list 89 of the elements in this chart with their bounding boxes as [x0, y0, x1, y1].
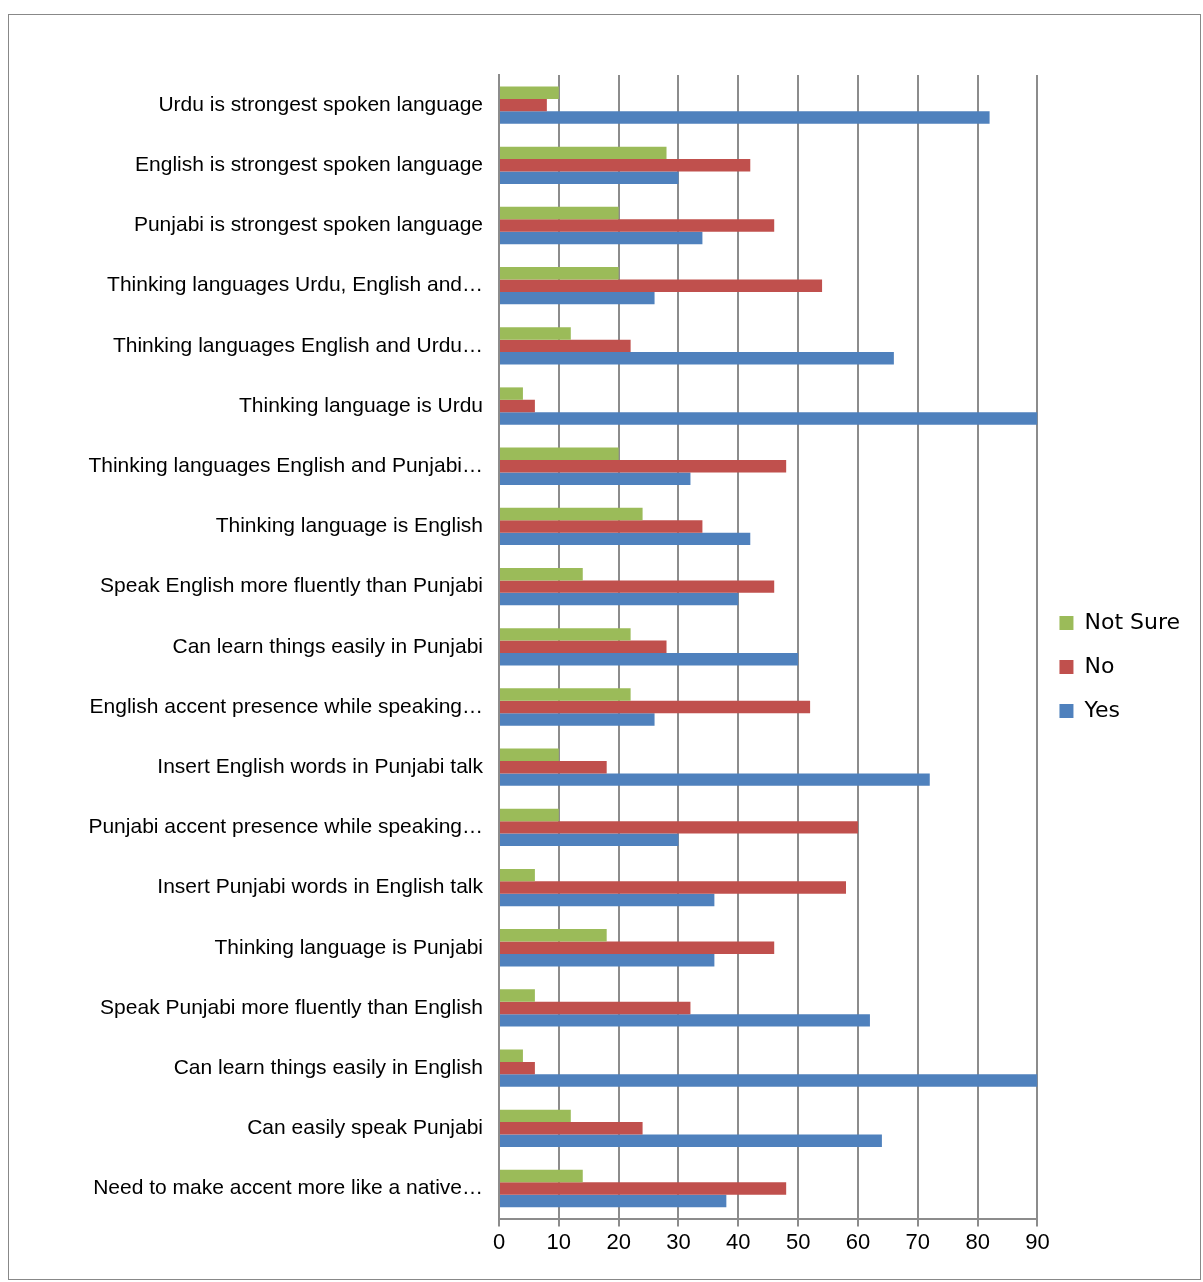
bar	[500, 1109, 571, 1123]
x-tick-label: 80	[965, 1228, 990, 1254]
bar	[500, 387, 523, 400]
bar	[500, 291, 655, 305]
y-tick-label: Thinking language is English	[215, 513, 483, 537]
x-tick-label: 40	[726, 1228, 751, 1254]
x-tick-label: 10	[546, 1228, 572, 1254]
bar	[500, 953, 715, 967]
bar	[500, 532, 751, 546]
bar	[500, 206, 619, 220]
bar	[500, 1001, 691, 1015]
bar	[500, 592, 739, 606]
bar	[500, 640, 667, 654]
y-tick-label: English accent presence while speaking…	[89, 693, 483, 717]
bar	[500, 267, 619, 280]
y-tick-label: Urdu is strongest spoken language	[158, 91, 483, 115]
bar	[500, 881, 847, 894]
bar	[500, 460, 787, 473]
y-tick-label: Thinking languages Urdu, English and…	[107, 272, 483, 296]
bar	[500, 98, 547, 112]
bar	[500, 1169, 583, 1183]
y-tick-label: Speak English more fluently than Punjabi	[100, 573, 483, 597]
y-tick-label: Thinking language is Punjabi	[214, 934, 483, 958]
bar	[500, 111, 990, 124]
bar	[500, 219, 775, 232]
x-tick-label: 60	[845, 1228, 871, 1254]
bar	[500, 327, 571, 340]
bar	[500, 821, 858, 834]
bar	[500, 628, 631, 641]
x-tick-label: 90	[1025, 1228, 1050, 1254]
bar	[500, 231, 703, 245]
bar	[500, 580, 775, 593]
bar	[500, 520, 703, 533]
x-tick-label: 30	[666, 1228, 691, 1254]
y-tick-label: Can learn things easily in English	[173, 1054, 483, 1078]
bar	[500, 1122, 643, 1135]
bar	[500, 929, 607, 942]
bar	[500, 760, 607, 774]
bar	[500, 1049, 523, 1062]
y-tick-label: Insert Punjabi words in English talk	[157, 874, 484, 898]
bar	[500, 146, 667, 160]
y-tick-label: Can learn things easily in Punjabi	[172, 633, 483, 657]
bar	[500, 989, 535, 1002]
y-tick-label: Punjabi accent presence while speaking…	[88, 814, 483, 838]
bar	[500, 1014, 870, 1027]
x-tick-label: 50	[785, 1228, 811, 1254]
y-tick-label: Thinking language is Urdu	[239, 392, 483, 416]
bar	[500, 86, 559, 99]
y-tick-label: Punjabi is strongest spoken language	[133, 212, 483, 236]
y-tick-label: Speak Punjabi more fluently than English	[100, 994, 483, 1018]
bar	[500, 893, 715, 907]
bar	[500, 748, 559, 761]
y-tick-label: Can easily speak Punjabi	[247, 1115, 483, 1139]
bar	[500, 808, 559, 822]
bar	[500, 472, 691, 485]
legend-label: Not Sure	[1084, 608, 1181, 634]
bar	[500, 507, 643, 521]
bar	[500, 653, 799, 666]
bar	[500, 399, 535, 413]
bar	[500, 1074, 1038, 1087]
bar	[500, 833, 679, 847]
x-tick-label: 0	[492, 1228, 506, 1254]
y-tick-label: English is strongest spoken language	[135, 152, 483, 176]
bar	[500, 1134, 882, 1147]
legend-label: No	[1084, 652, 1115, 678]
bar	[500, 1194, 727, 1208]
y-tick-label: Insert English words in Punjabi talk	[157, 753, 484, 777]
bar	[500, 159, 751, 172]
bar	[500, 868, 535, 882]
bar	[500, 447, 619, 461]
bar	[500, 171, 679, 184]
bar	[500, 352, 894, 365]
bar	[500, 713, 655, 726]
bar	[500, 688, 631, 701]
bar	[500, 700, 811, 714]
bar	[500, 773, 930, 786]
bar	[500, 567, 583, 581]
x-tick-label: 70	[905, 1228, 931, 1254]
y-tick-label: Thinking languages English and Punjabi…	[88, 453, 483, 477]
bar	[500, 412, 1038, 425]
x-tick-label: 20	[606, 1228, 631, 1254]
bar	[500, 339, 631, 353]
bar	[500, 941, 775, 954]
y-tick-label: Need to make accent more like a native…	[93, 1175, 483, 1199]
bar	[500, 1182, 787, 1195]
bar	[500, 1061, 535, 1075]
legend-label: Yes	[1083, 696, 1120, 722]
y-tick-label: Thinking languages English and Urdu…	[112, 332, 483, 356]
bar	[500, 279, 823, 292]
